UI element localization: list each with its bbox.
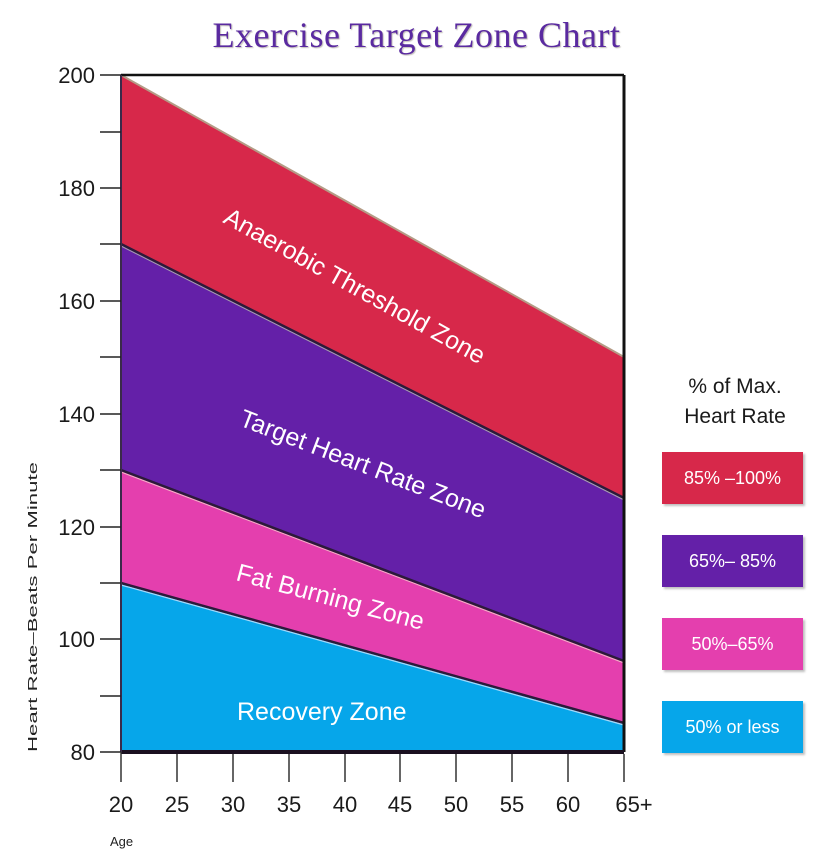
legend-item-label: 50%–65% bbox=[691, 633, 774, 654]
y-tick-label: 200 bbox=[58, 63, 95, 88]
x-axis-title: Age bbox=[110, 834, 133, 849]
zone-target-area bbox=[121, 244, 624, 661]
legend-title: % of Max. Heart Rate bbox=[660, 372, 810, 432]
zone-anaerobic-area bbox=[121, 75, 624, 498]
x-tick-label: 60 bbox=[556, 792, 580, 817]
boundary-line bbox=[120, 471, 625, 664]
boundary-line bbox=[120, 584, 625, 726]
zone-recovery-area bbox=[121, 583, 624, 752]
legend-item-target: 65%– 85% bbox=[662, 535, 803, 587]
legend-item-fat-burning: 50%–65% bbox=[662, 618, 803, 670]
x-tick-label: 40 bbox=[333, 792, 357, 817]
y-tick-label: 140 bbox=[58, 402, 95, 427]
legend-item-label: 85% –100% bbox=[683, 467, 782, 488]
legend-title-line1: % of Max. bbox=[688, 375, 782, 398]
boundary-line bbox=[120, 242, 625, 500]
x-tick-label: 45 bbox=[388, 792, 412, 817]
x-tick-label: 55 bbox=[500, 792, 524, 817]
y-tick-label: 120 bbox=[58, 515, 95, 540]
y-tick-label: 180 bbox=[58, 176, 95, 201]
y-tick-label: 100 bbox=[58, 627, 95, 652]
x-tick-label: 25 bbox=[165, 792, 189, 817]
zone-fat-burning-area bbox=[121, 470, 624, 723]
x-tick-label: 65+ bbox=[615, 792, 652, 817]
boundary-line bbox=[120, 245, 625, 501]
x-tick-label: 20 bbox=[109, 792, 133, 817]
boundary-line bbox=[120, 468, 625, 663]
legend-item-anaerobic: 85% –100% bbox=[662, 452, 803, 504]
x-tick-label: 30 bbox=[221, 792, 245, 817]
x-ticks bbox=[120, 752, 625, 782]
y-tick-label: 160 bbox=[58, 289, 95, 314]
x-tick-label: 35 bbox=[277, 792, 301, 817]
legend-item-label: 50% or less bbox=[685, 716, 780, 737]
chart-title: Exercise Target Zone Chart bbox=[212, 15, 621, 55]
y-axis-title: Heart Rate–Beats Per Minute bbox=[25, 462, 40, 752]
y-ticks bbox=[100, 74, 121, 753]
legend-item-label: 65%– 85% bbox=[688, 550, 777, 571]
x-tick-label: 50 bbox=[444, 792, 468, 817]
zone-label-recovery: Recovery Zone bbox=[237, 698, 407, 726]
legend-item-recovery: 50% or less bbox=[662, 701, 803, 753]
boundary-line bbox=[120, 581, 625, 725]
boundary-line bbox=[120, 74, 625, 358]
y-tick-label: 80 bbox=[71, 740, 95, 765]
legend-title-line2: Heart Rate bbox=[684, 405, 786, 428]
